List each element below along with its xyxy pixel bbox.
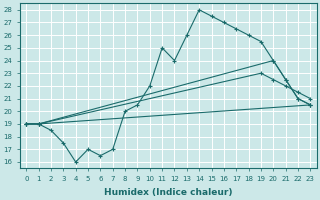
X-axis label: Humidex (Indice chaleur): Humidex (Indice chaleur) — [104, 188, 233, 197]
